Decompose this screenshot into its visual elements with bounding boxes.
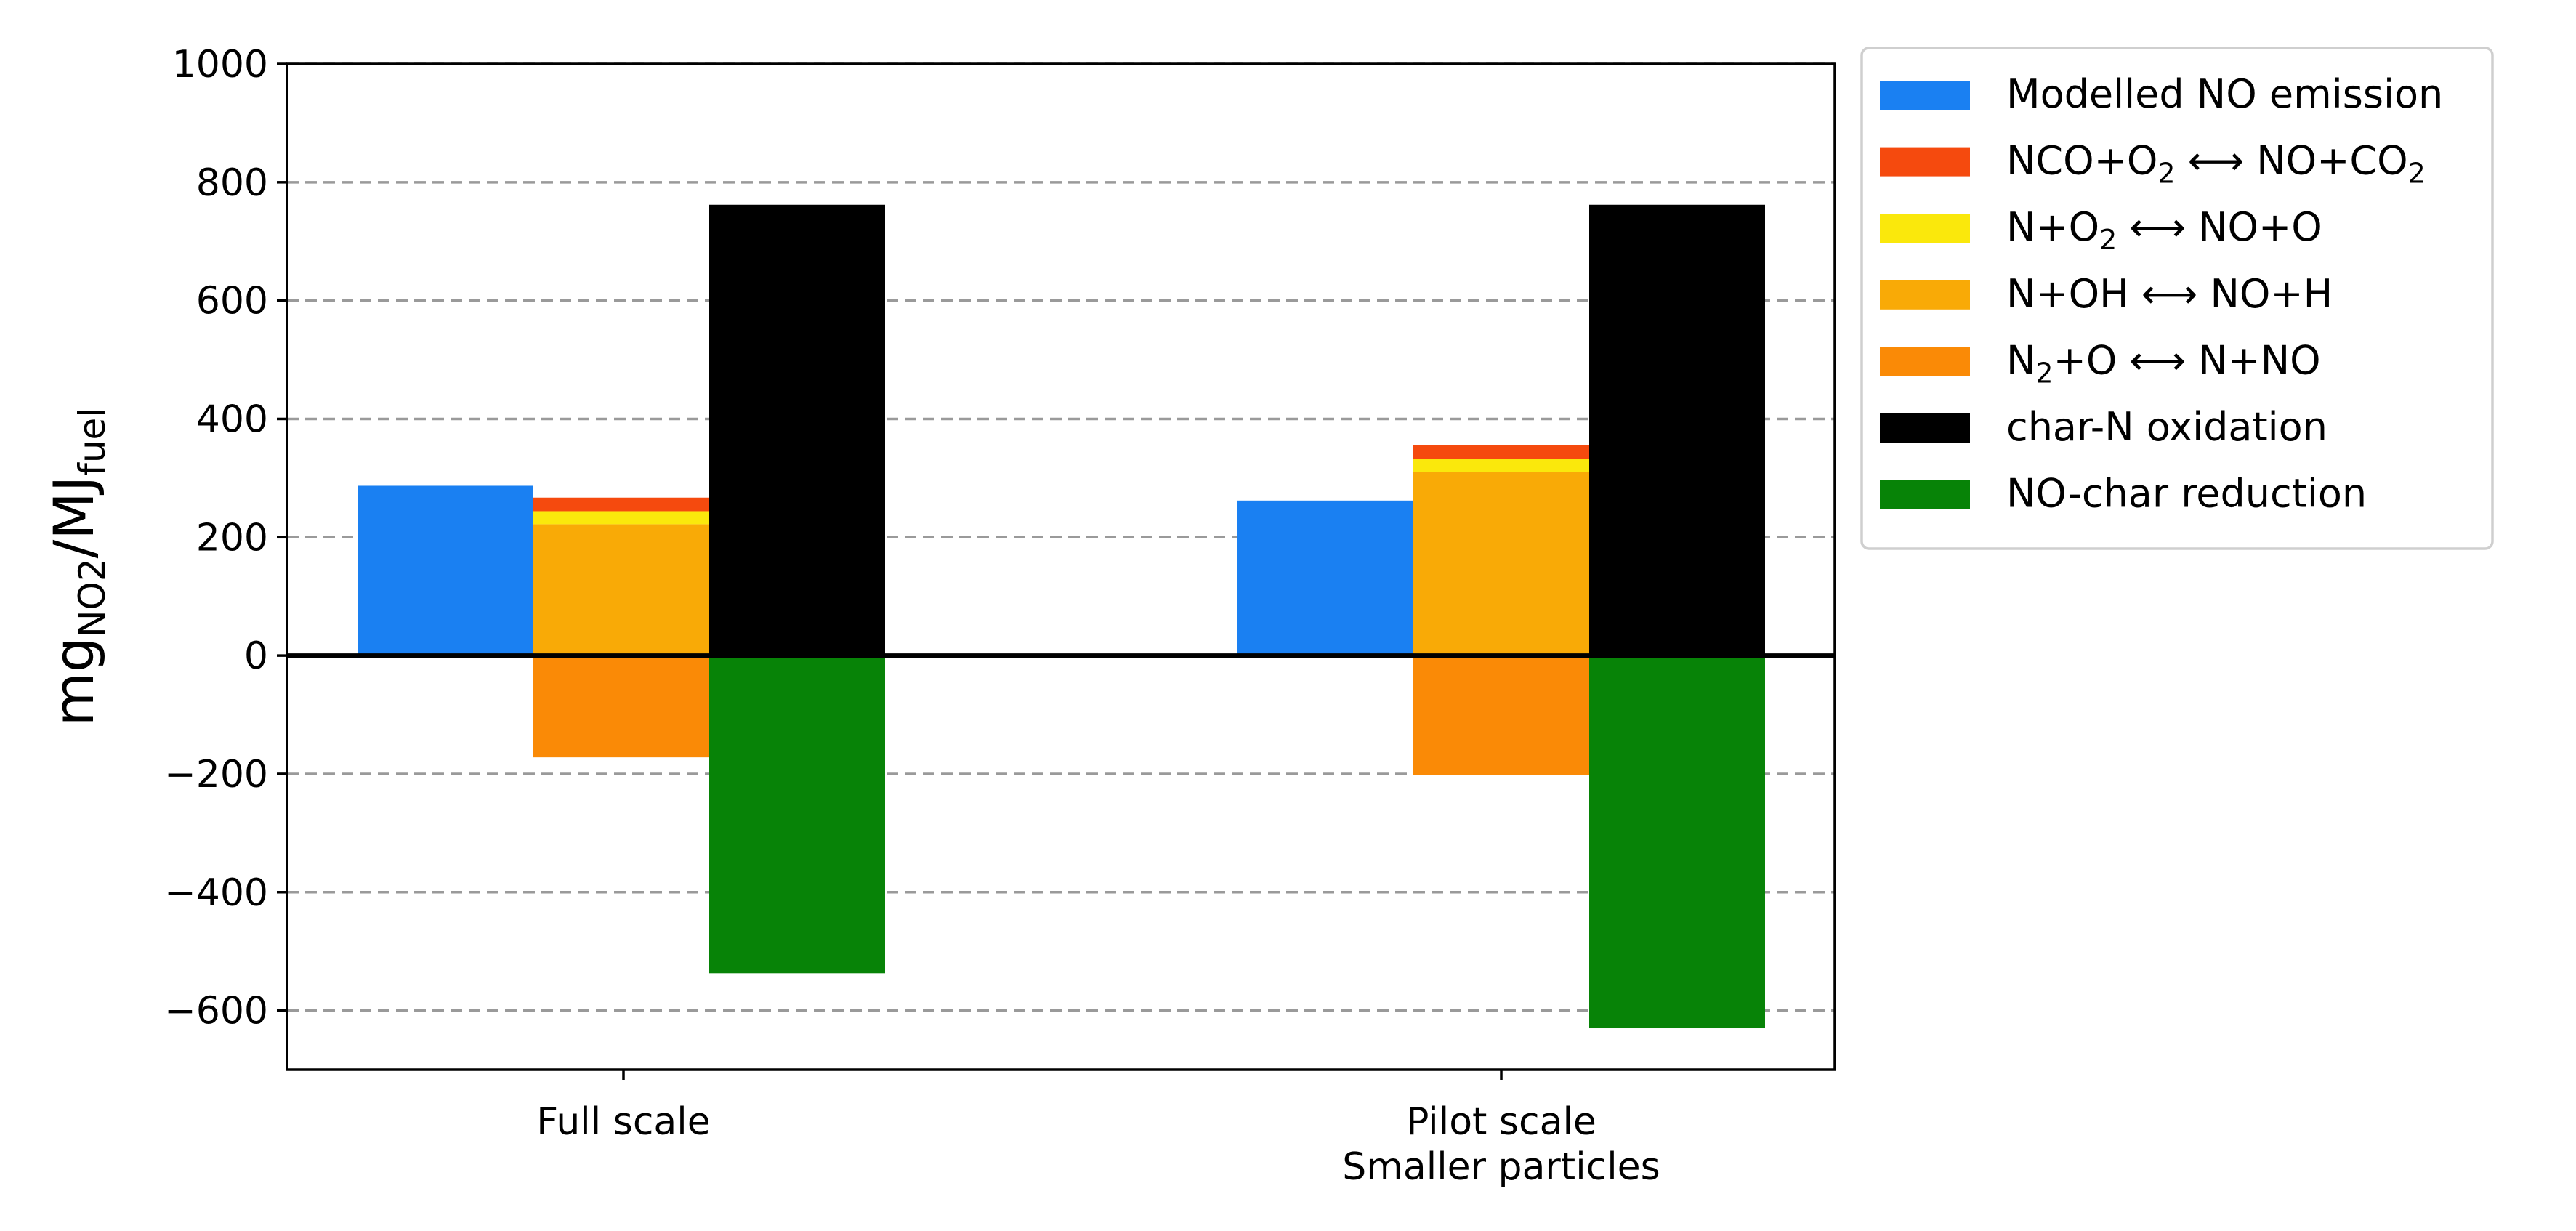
legend-swatch xyxy=(1880,280,1970,310)
bar-no-char-reduction xyxy=(709,655,885,974)
legend-swatch xyxy=(1880,147,1970,177)
bar-no-char-reduction xyxy=(1589,655,1765,1029)
y-tick-label: 1000 xyxy=(172,43,268,86)
bar-char-n-oxidation xyxy=(709,204,885,656)
legend-label: N2+O ⟷ N+NO xyxy=(2006,337,2321,389)
bar-char-n-oxidation xyxy=(1589,204,1765,656)
x-tick-label: Smaller particles xyxy=(1342,1145,1660,1189)
bar-n2-o-n-no xyxy=(1413,655,1589,775)
bar-nco-o2-no-co2 xyxy=(533,497,709,512)
x-tick-label: Full scale xyxy=(536,1100,710,1144)
bars xyxy=(358,204,1765,1029)
legend-swatch xyxy=(1880,480,1970,509)
legend: Modelled NO emission NCO+O2 ⟷ NO+CO2 N+O2 … xyxy=(1860,47,2494,550)
bar-n-oh-no-h xyxy=(1413,472,1589,656)
legend-label: Modelled NO emission xyxy=(2006,71,2443,117)
y-tick-label: 600 xyxy=(196,280,268,323)
y-axis-label: mgNO2/MJfuel xyxy=(41,408,113,726)
bar-n-oh-no-h xyxy=(533,524,709,656)
bar-nco-o2-no-co2 xyxy=(1413,445,1589,459)
bar-n-o2-no-o xyxy=(533,511,709,525)
legend-label: N+O2 ⟷ NO+O xyxy=(2006,204,2322,256)
legend-swatch xyxy=(1880,413,1970,443)
legend-label: N+OH ⟷ NO+H xyxy=(2006,271,2333,317)
x-tick-label: Pilot scale xyxy=(1406,1100,1596,1144)
bar-modelled-no-emission xyxy=(1237,500,1413,656)
plot-frame xyxy=(286,62,1836,1071)
legend-swatch xyxy=(1880,214,1970,243)
bar-modelled-no-emission xyxy=(358,485,533,656)
legend-swatch xyxy=(1880,81,1970,110)
axes: −600 −400 −200 0 200 400 600 800 1000 Full scale P… xyxy=(41,43,1836,1189)
y-tick-label: 0 xyxy=(244,634,268,678)
legend-label: NO-char reduction xyxy=(2006,471,2367,517)
legend-label: char-N oxidation xyxy=(2006,404,2327,450)
y-tick-label: −600 xyxy=(164,990,268,1033)
bar-n2-o-n-no xyxy=(533,655,709,758)
y-tick-label: −400 xyxy=(164,871,268,915)
y-tick-label: 200 xyxy=(196,516,268,560)
legend-box xyxy=(1860,47,2494,550)
y-tick-label: 800 xyxy=(196,161,268,205)
legend-label: NCO+O2 ⟷ NO+CO2 xyxy=(2006,138,2426,190)
legend-swatch xyxy=(1880,347,1970,376)
y-tick-label: 400 xyxy=(196,397,268,441)
y-tick-label: −200 xyxy=(164,753,268,796)
bar-n-o2-no-o xyxy=(1413,459,1589,472)
